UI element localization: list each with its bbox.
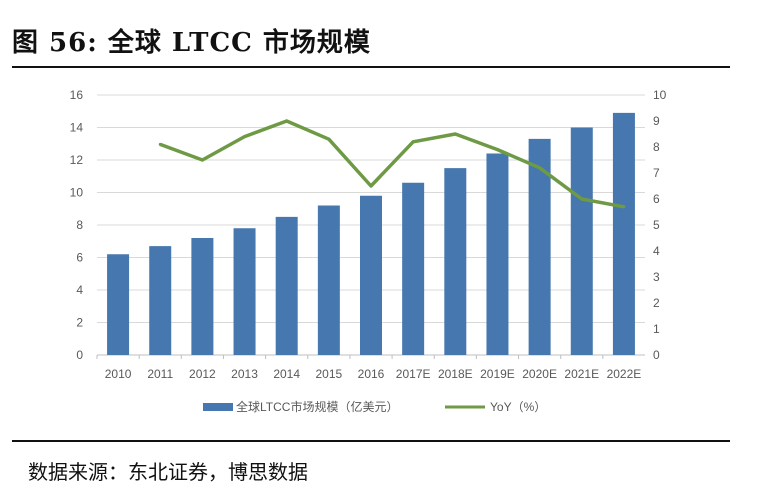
y-right-tick-label: 9: [653, 114, 660, 128]
y-right-tick-label: 8: [653, 140, 660, 154]
yoy-point-2018E: [453, 132, 457, 136]
y-left-tick-label: 8: [76, 218, 83, 232]
yoy-point-2017E: [411, 140, 415, 144]
y-right-tick-label: 1: [653, 322, 660, 336]
yoy-point-2022E: [622, 205, 626, 209]
y-right-tick-label: 5: [653, 218, 660, 232]
x-tick-label: 2013: [231, 367, 258, 381]
yoy-point-2014: [285, 119, 289, 123]
bar-2014: [275, 216, 298, 355]
x-tick-label: 2018E: [438, 367, 473, 381]
bar-2022E: [612, 112, 635, 355]
legend: 全球LTCC市场规模（亿美元） YoY（%）: [203, 399, 546, 414]
y-right-tick-label: 10: [653, 88, 667, 102]
y-left-tick-label: 10: [70, 186, 84, 200]
yoy-line: [159, 119, 625, 209]
legend-label-line: YoY（%）: [490, 400, 546, 414]
x-tick-label: 2011: [147, 367, 173, 381]
y-left-tick-label: 12: [70, 153, 84, 167]
x-tick-label: 2010: [105, 367, 132, 381]
yoy-point-2020E: [538, 166, 542, 170]
yoy-point-2019E: [495, 148, 499, 152]
source-note: 数据来源：东北证券，博思数据: [28, 460, 308, 484]
yoy-point-2012: [200, 158, 204, 162]
title-divider: [12, 66, 730, 68]
bar-2010: [107, 254, 130, 355]
y-left-tick-label: 2: [76, 316, 83, 330]
y-right-tick-label: 6: [653, 192, 660, 206]
bar-2018E: [444, 168, 467, 355]
y-right-tick-label: 7: [653, 166, 660, 180]
bar-2015: [317, 205, 340, 355]
y-right-tick-label: 3: [653, 270, 660, 284]
x-tick-label: 2020E: [522, 367, 557, 381]
bar-2021E: [570, 127, 593, 355]
bar-2019E: [486, 153, 509, 355]
y-left-tick-label: 6: [76, 251, 83, 265]
bar-2013: [233, 228, 256, 355]
bar-2012: [191, 238, 214, 355]
x-tick-label: 2019E: [480, 367, 515, 381]
x-tick-label: 2022E: [607, 367, 642, 381]
bar-2016: [360, 195, 382, 355]
bar-2020E: [528, 138, 551, 355]
figure-title: 图 56: 全球 LTCC 市场规模: [12, 28, 371, 58]
x-tick-label: 2012: [189, 367, 216, 381]
yoy-point-2013: [243, 135, 247, 139]
x-tick-label: 2017E: [396, 367, 431, 381]
y-left-tick-label: 14: [70, 121, 84, 135]
y-left-tick-label: 0: [76, 348, 83, 362]
yoy-point-2021E: [580, 197, 584, 201]
legend-label-bar: 全球LTCC市场规模（亿美元）: [236, 399, 398, 414]
y-right-tick-label: 2: [653, 296, 660, 310]
y-right-tick-label: 0: [653, 348, 660, 362]
bar-2017E: [402, 182, 425, 355]
y-left-tick-label: 4: [76, 283, 83, 297]
x-tick-label: 2014: [273, 367, 300, 381]
x-tick-label: 2021E: [564, 367, 599, 381]
y-right-tick-label: 4: [653, 244, 660, 258]
y-left-tick-label: 16: [70, 88, 84, 102]
yoy-point-2016: [369, 184, 373, 188]
bar-2011: [149, 246, 172, 355]
x-tick-label: 2016: [358, 367, 385, 381]
source-divider: [12, 440, 730, 442]
yoy-point-2011: [158, 142, 162, 146]
legend-swatch-bar: [203, 403, 233, 411]
x-tick-label: 2015: [315, 367, 342, 381]
yoy-point-2015: [327, 137, 331, 141]
